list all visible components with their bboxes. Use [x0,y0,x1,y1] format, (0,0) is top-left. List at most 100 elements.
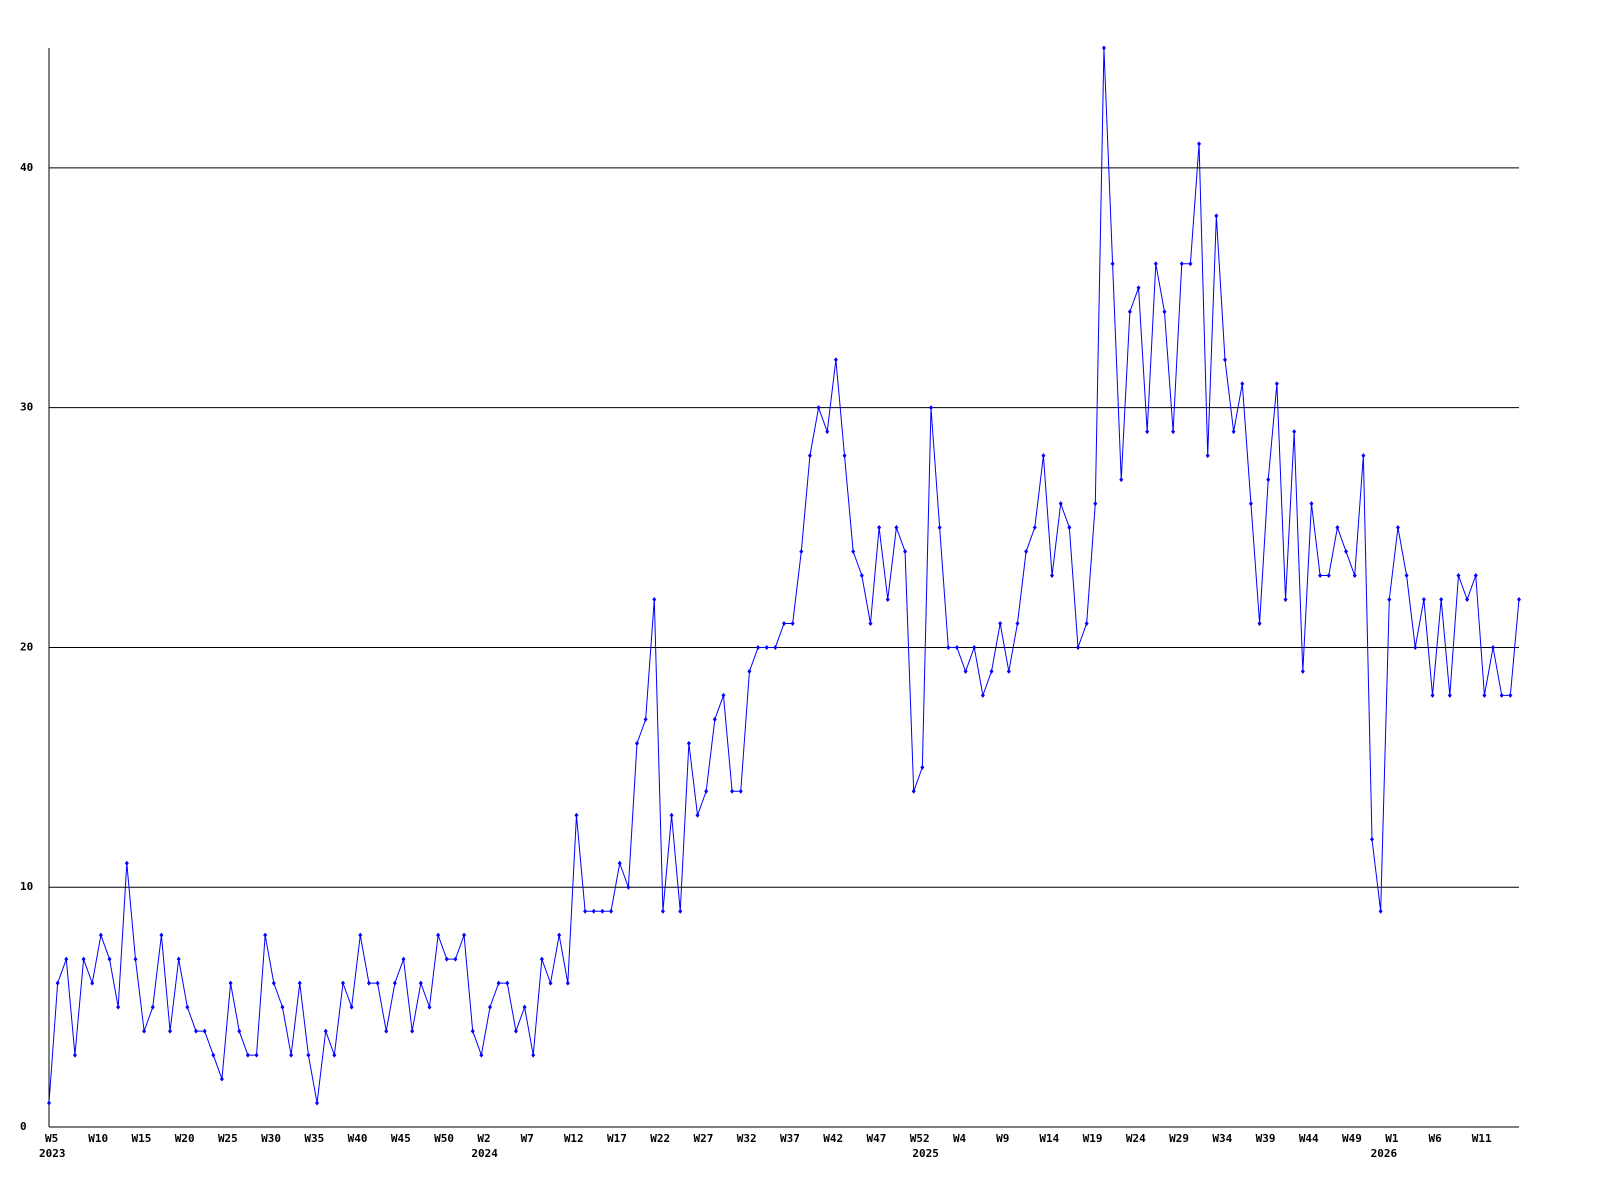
data-point [185,1004,190,1010]
data-point [237,1028,242,1034]
data-point [289,1052,294,1058]
data-point [790,620,795,626]
data-point [1153,261,1158,267]
data-point [245,1052,250,1058]
data-point [1421,596,1426,602]
data-point [583,908,588,914]
data-point [211,1052,216,1058]
x-tick-label: W35 [304,1132,324,1145]
data-point [116,1004,121,1010]
data-point [1370,836,1374,842]
data-point [1326,573,1331,579]
data-point [427,1004,432,1010]
data-point [1404,573,1409,579]
data-point [176,956,181,962]
x-tick-label: W2 [477,1132,490,1145]
data-point [954,644,959,650]
x-tick-label: W30 [261,1132,281,1145]
x-tick-label: W25 [218,1132,238,1145]
data-point [384,1028,389,1034]
data-point [505,980,510,986]
x-tick-label: W44 [1299,1132,1319,1145]
data-point [635,740,639,746]
data-point [202,1028,207,1034]
x-tick-label: W14 [1039,1132,1059,1145]
data-point [868,620,873,626]
data-point [704,788,709,794]
data-point [358,932,363,938]
data-point [730,788,735,794]
data-point [920,764,925,770]
data-point [1162,309,1167,315]
data-point [591,908,596,914]
data-point [375,980,380,986]
data-point [531,1052,536,1058]
data-point [998,620,1003,626]
data-point [436,932,441,938]
x-tick-label: W34 [1212,1132,1232,1145]
data-point [444,956,449,962]
x-year-label: 2023 [39,1147,66,1160]
data-point [773,644,778,650]
y-tick-label: 10 [20,880,33,893]
data-point [90,980,95,986]
data-point [47,1100,51,1106]
data-point [1361,453,1366,459]
data-point [81,956,86,962]
data-point [1395,525,1400,531]
x-tick-label: W52 [910,1132,930,1145]
data-point [194,1028,198,1034]
data-point [133,956,138,962]
data-point [1041,453,1046,459]
data-point [557,932,562,938]
data-point [1171,429,1176,435]
data-point [643,716,648,722]
x-tick-label: W22 [650,1132,670,1145]
data-point [877,525,882,531]
x-tick-label: W5 [45,1132,58,1145]
data-point [410,1028,415,1034]
y-tick-label: 0 [20,1120,27,1133]
data-point [297,980,302,986]
data-point [738,788,743,794]
data-point [254,1052,259,1058]
data-point [1050,573,1055,579]
data-point [903,549,908,555]
data-point [1136,285,1141,291]
data-point [228,980,233,986]
data-point [142,1028,147,1034]
x-tick-label: W1 [1385,1132,1399,1145]
data-point [1110,261,1115,267]
x-tick-label: W7 [521,1132,534,1145]
data-point [1465,596,1470,602]
data-point [1473,573,1478,579]
data-point [1283,596,1288,602]
data-point [1248,501,1253,507]
data-point [392,980,397,986]
data-point [1318,573,1323,579]
data-point [1240,381,1245,387]
x-tick-label: W49 [1342,1132,1362,1145]
data-point [522,1004,527,1010]
data-point [929,405,933,411]
y-tick-label: 30 [20,401,33,414]
data-point [462,932,467,938]
data-point [263,932,268,938]
data-point [1499,692,1504,698]
data-point [1006,668,1011,674]
data-point [851,549,856,555]
data-point [1292,429,1297,435]
data-point [1076,644,1080,650]
data-point [1439,596,1444,602]
data-point [496,980,501,986]
data-point [513,1028,518,1034]
data-point [669,812,674,818]
x-tick-label: W45 [391,1132,411,1145]
data-point [1344,549,1349,555]
data-point [159,932,164,938]
data-point [1274,381,1279,387]
data-point [150,1004,155,1010]
data-point [470,1028,475,1034]
data-point [574,812,579,818]
data-point [1378,908,1383,914]
